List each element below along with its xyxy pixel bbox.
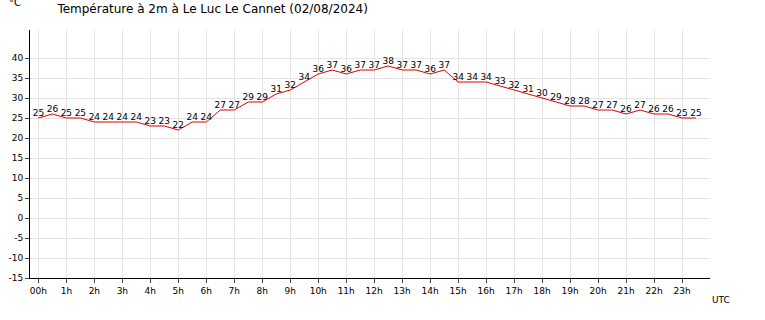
svg-text:37: 37: [326, 60, 337, 70]
svg-text:31: 31: [522, 84, 533, 94]
svg-text:-15: -15: [8, 273, 23, 283]
svg-text:4h: 4h: [145, 286, 156, 296]
svg-text:34: 34: [299, 72, 311, 82]
svg-text:6h: 6h: [201, 286, 212, 296]
svg-text:15: 15: [12, 153, 23, 163]
svg-text:34: 34: [466, 72, 478, 82]
svg-text:26: 26: [662, 104, 674, 114]
svg-text:20h: 20h: [589, 286, 606, 296]
svg-text:25: 25: [61, 108, 72, 118]
svg-text:22h: 22h: [645, 286, 662, 296]
svg-text:30: 30: [536, 88, 548, 98]
svg-text:25: 25: [690, 108, 701, 118]
svg-text:37: 37: [438, 60, 449, 70]
svg-text:36: 36: [340, 64, 352, 74]
svg-text:26: 26: [620, 104, 632, 114]
svg-text:Température à 2m à Le Luc Le C: Température à 2m à Le Luc Le Cannet (02/…: [56, 2, 368, 16]
svg-text:13h: 13h: [394, 286, 411, 296]
svg-text:9h: 9h: [285, 286, 296, 296]
svg-text:14h: 14h: [422, 286, 439, 296]
svg-text:18h: 18h: [534, 286, 551, 296]
svg-text:24: 24: [117, 112, 129, 122]
svg-text:32: 32: [285, 80, 296, 90]
svg-text:15h: 15h: [450, 286, 467, 296]
svg-text:10: 10: [12, 173, 24, 183]
svg-text:7h: 7h: [229, 286, 240, 296]
svg-text:28: 28: [564, 96, 576, 106]
svg-text:24: 24: [103, 112, 115, 122]
svg-text:27: 27: [229, 100, 240, 110]
svg-text:29: 29: [257, 92, 269, 102]
svg-text:35: 35: [12, 73, 23, 83]
svg-text:5: 5: [17, 193, 23, 203]
svg-text:28: 28: [578, 96, 590, 106]
svg-text:25: 25: [676, 108, 687, 118]
svg-text:24: 24: [201, 112, 213, 122]
svg-text:10h: 10h: [310, 286, 327, 296]
svg-text:UTC: UTC: [712, 295, 730, 305]
svg-text:37: 37: [410, 60, 421, 70]
svg-text:34: 34: [452, 72, 464, 82]
svg-text:8h: 8h: [257, 286, 268, 296]
svg-text:29: 29: [550, 92, 562, 102]
svg-text:24: 24: [187, 112, 199, 122]
svg-text:23: 23: [159, 116, 170, 126]
svg-text:36: 36: [424, 64, 436, 74]
svg-text:19h: 19h: [562, 286, 579, 296]
svg-text:meteo60.fr: meteo60.fr: [694, 0, 756, 3]
svg-text:22: 22: [173, 120, 184, 130]
svg-text:32: 32: [508, 80, 519, 90]
svg-text:1h: 1h: [61, 286, 72, 296]
svg-text:12h: 12h: [366, 286, 383, 296]
svg-text:27: 27: [215, 100, 226, 110]
svg-text:20: 20: [12, 133, 24, 143]
svg-text:23: 23: [145, 116, 156, 126]
svg-text:38: 38: [382, 56, 394, 66]
svg-text:°C: °C: [9, 0, 21, 8]
svg-text:37: 37: [396, 60, 407, 70]
svg-text:17h: 17h: [506, 286, 523, 296]
svg-text:34: 34: [480, 72, 492, 82]
svg-text:00h: 00h: [30, 286, 47, 296]
svg-text:26: 26: [47, 104, 59, 114]
svg-text:24: 24: [89, 112, 101, 122]
svg-text:26: 26: [648, 104, 660, 114]
svg-text:0: 0: [17, 213, 23, 223]
svg-text:2h: 2h: [89, 286, 100, 296]
svg-text:27: 27: [606, 100, 617, 110]
svg-text:-5: -5: [14, 233, 23, 243]
svg-text:11h: 11h: [338, 286, 355, 296]
svg-text:29: 29: [243, 92, 255, 102]
svg-text:27: 27: [634, 100, 645, 110]
svg-text:36: 36: [313, 64, 325, 74]
svg-text:-10: -10: [8, 253, 23, 263]
svg-text:16h: 16h: [478, 286, 495, 296]
svg-text:25: 25: [33, 108, 44, 118]
svg-text:24: 24: [131, 112, 143, 122]
svg-text:23h: 23h: [673, 286, 690, 296]
svg-text:33: 33: [494, 76, 505, 86]
svg-text:3h: 3h: [117, 286, 128, 296]
svg-text:37: 37: [354, 60, 365, 70]
svg-text:40: 40: [12, 53, 24, 63]
svg-text:25: 25: [12, 113, 23, 123]
svg-text:27: 27: [592, 100, 603, 110]
svg-text:30: 30: [12, 93, 24, 103]
svg-text:31: 31: [271, 84, 282, 94]
svg-text:37: 37: [368, 60, 379, 70]
svg-text:21h: 21h: [617, 286, 634, 296]
svg-text:25: 25: [75, 108, 86, 118]
svg-text:5h: 5h: [173, 286, 184, 296]
